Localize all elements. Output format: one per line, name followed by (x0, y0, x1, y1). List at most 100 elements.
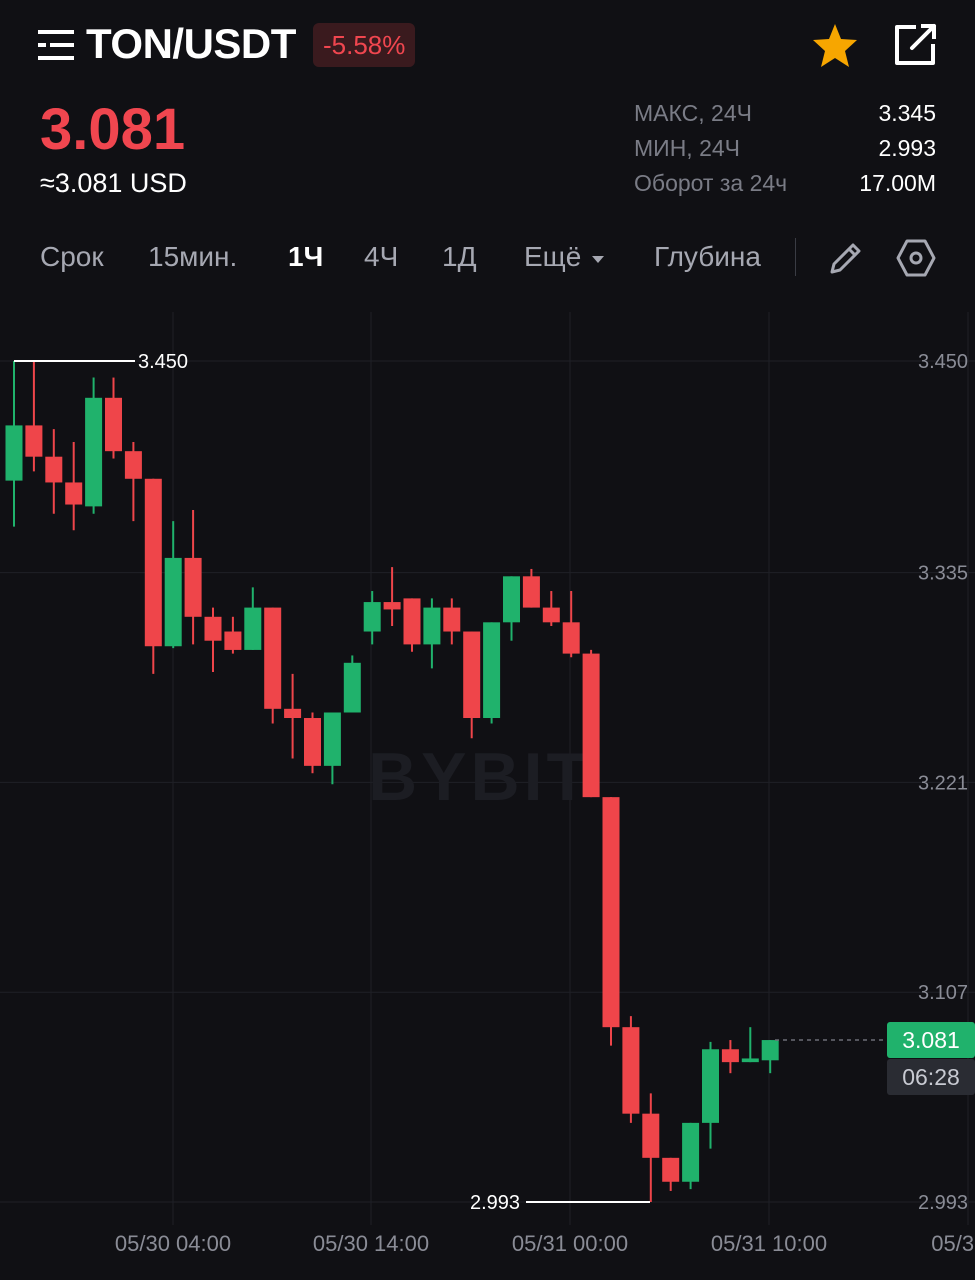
x-tick-label: 05/30 14:00 (313, 1231, 429, 1256)
candle (304, 712, 321, 774)
candle-body (642, 1113, 660, 1158)
candle-body (622, 1027, 640, 1114)
candle (562, 591, 580, 658)
y-tick-label: 3.450 (918, 351, 968, 373)
tab-depth[interactable]: Глубина (654, 241, 761, 272)
tab-interval-4h[interactable]: 4Ч (364, 241, 399, 272)
tab-period[interactable]: Срок (40, 241, 104, 272)
candle-body (45, 456, 63, 483)
candle-body (522, 576, 540, 608)
stat-label: МИН, 24Ч (634, 135, 740, 161)
candle (244, 587, 262, 650)
chart-watermark: BYBIT (368, 739, 592, 815)
candle-body (144, 478, 162, 647)
countdown-tag-label: 06:28 (902, 1064, 960, 1090)
candle (463, 631, 481, 739)
candle-body (702, 1049, 719, 1123)
candle-body (761, 1040, 779, 1061)
candle (45, 429, 63, 514)
candle (124, 441, 142, 522)
candle-body (383, 602, 401, 610)
stat-value: 3.345 (878, 100, 936, 126)
candle-body (224, 631, 242, 650)
x-tick-label: 05/31 2 (931, 1231, 975, 1256)
candle (284, 673, 302, 759)
candle (144, 478, 162, 674)
low-marker-label: 2.993 (470, 1192, 520, 1214)
candle (542, 591, 560, 626)
hexagon-settings-icon[interactable] (896, 238, 936, 278)
candle (582, 649, 600, 798)
candle (25, 361, 43, 472)
x-tick-label: 05/30 04:00 (115, 1231, 231, 1256)
candle (323, 712, 341, 785)
last-price-tag (887, 1022, 975, 1059)
x-tick-label: 05/31 10:00 (711, 1231, 827, 1256)
y-tick-label: 3.107 (918, 982, 968, 1004)
tab-more[interactable]: Ещё (524, 232, 605, 282)
last-price-usd: ≈3.081 USD (40, 168, 187, 198)
pencil-icon[interactable] (828, 240, 864, 276)
candle (443, 598, 461, 645)
candle-body (105, 397, 122, 452)
stat-label: Оборот за 24ч (634, 170, 788, 196)
candle (264, 607, 282, 724)
candle-body (284, 708, 302, 719)
candle (682, 1122, 700, 1190)
price-change-badge: -5.58% (313, 23, 416, 67)
candle-body (602, 797, 620, 1028)
x-axis: 05/30 04:00 05/30 14:00 05/31 00:00 05/31 1… (115, 1231, 975, 1256)
y-tick-label: 3.335 (918, 563, 968, 585)
candle-body (403, 598, 421, 645)
tab-more-label: Ещё (524, 241, 582, 272)
candle (522, 568, 540, 608)
candlestick-chart[interactable]: BYBIT 3.450 3.335 3.221 3.107 2.993 05/30 04… (0, 300, 975, 1280)
candle (5, 361, 23, 527)
candle (224, 616, 242, 654)
candle-body (423, 607, 441, 645)
candle-body (85, 397, 103, 507)
toolbar-divider (795, 238, 796, 276)
candle (105, 377, 122, 459)
tab-interval-1h[interactable]: 1Ч (288, 241, 324, 272)
candle (383, 567, 401, 626)
candle (204, 607, 222, 673)
candle (602, 797, 620, 1046)
candle-body (264, 607, 282, 709)
candle (721, 1040, 739, 1074)
candle-body (204, 616, 222, 641)
stat-value: 2.993 (878, 135, 936, 161)
stats-panel: МАКС, 24Ч 3.345 МИН, 24Ч 2.993 Оборот за… (634, 96, 936, 201)
countdown-tag (887, 1059, 975, 1096)
candle-body (244, 607, 262, 650)
candle (483, 622, 501, 724)
menu-list-icon[interactable] (38, 28, 76, 62)
candle (622, 1016, 640, 1123)
tab-interval-15m[interactable]: 15мин. (148, 241, 238, 272)
candle-body (304, 718, 321, 766)
candle-body (65, 482, 83, 505)
candle (702, 1041, 719, 1149)
star-icon[interactable] (810, 22, 860, 70)
candle-body (483, 622, 501, 719)
candle-body (343, 662, 361, 713)
candle-body (184, 557, 202, 617)
candle-body (662, 1157, 680, 1182)
chart-toolbar: Срок 15мин. 1Ч 4Ч 1Д Ещё Глубина (0, 232, 975, 282)
candle-body (582, 653, 600, 798)
y-tick-label: 3.221 (918, 772, 968, 794)
tab-interval-1d[interactable]: 1Д (442, 241, 477, 272)
trading-pair[interactable]: TON/USDT (86, 20, 296, 67)
external-link-icon[interactable] (892, 22, 938, 68)
candle (503, 576, 520, 641)
last-price-tag-label: 3.081 (902, 1027, 960, 1053)
stat-row-low: МИН, 24Ч 2.993 (634, 131, 936, 166)
candle-body (443, 607, 461, 632)
candles (5, 361, 779, 1202)
candle-body (562, 622, 580, 654)
candle-body (741, 1058, 759, 1063)
y-axis: 3.450 3.335 3.221 3.107 2.993 (918, 351, 968, 1214)
candle (741, 1027, 759, 1063)
candle-body (25, 425, 43, 457)
candle-body (164, 557, 182, 647)
